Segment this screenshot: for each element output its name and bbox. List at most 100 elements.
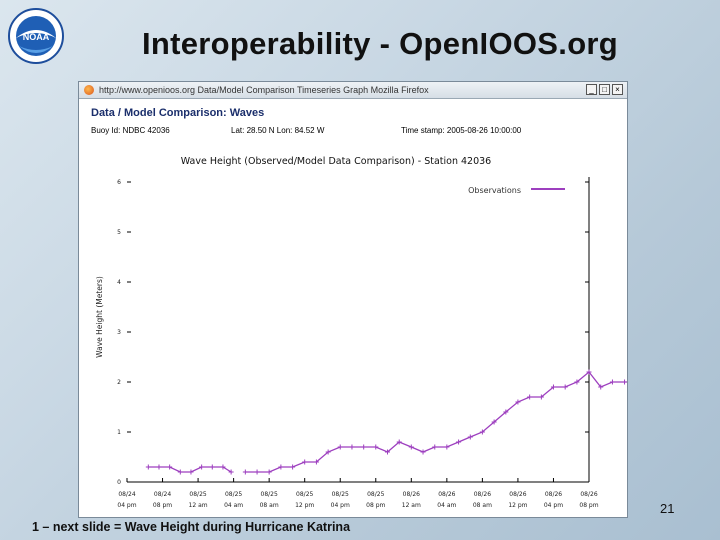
x-tick-label-time: 08 pm — [153, 502, 172, 509]
slide-number: 21 — [660, 501, 675, 516]
data-point-marker — [491, 419, 497, 425]
maximize-button[interactable]: □ — [599, 84, 610, 95]
data-point-marker — [432, 444, 438, 450]
data-point-marker — [622, 379, 627, 385]
wave-height-chart: Wave Height (Observed/Model Data Compari… — [95, 156, 627, 509]
x-tick-label-time: 04 pm — [117, 502, 136, 509]
x-tick-label-date: 08/24 — [118, 491, 135, 498]
x-tick-label-time: 08 am — [260, 502, 279, 509]
y-tick-label: 0 — [117, 479, 121, 486]
series-line-observations — [148, 466, 232, 473]
data-point-marker — [408, 444, 414, 450]
data-point-marker — [538, 394, 544, 400]
data-point-marker — [156, 464, 162, 470]
x-tick-label-date: 08/24 — [154, 491, 171, 498]
data-point-marker — [396, 439, 402, 445]
data-point-marker — [562, 384, 568, 390]
x-tick-label-time: 08 pm — [366, 502, 385, 509]
y-tick-label: 5 — [117, 229, 121, 236]
close-button[interactable]: × — [612, 84, 623, 95]
chart-axes — [127, 177, 590, 483]
data-point-marker — [574, 379, 580, 385]
data-point-marker — [228, 469, 234, 475]
x-tick-label-date: 08/25 — [225, 491, 242, 498]
x-tick-label-date: 08/25 — [296, 491, 313, 498]
x-tick-label-date: 08/25 — [332, 491, 349, 498]
firefox-icon — [84, 85, 94, 95]
data-point-marker — [145, 464, 151, 470]
data-point-marker — [199, 464, 205, 470]
x-tick-label-date: 08/25 — [189, 491, 206, 498]
data-point-marker — [550, 384, 556, 390]
browser-title-bar: http://www.openioos.org Data/Model Compa… — [79, 82, 627, 99]
x-tick-label-time: 04 am — [224, 502, 243, 509]
x-tick-label-time: 12 am — [402, 502, 421, 509]
data-point-marker — [177, 469, 183, 475]
data-point-marker — [384, 449, 390, 455]
browser-window: http://www.openioos.org Data/Model Compa… — [78, 81, 628, 518]
data-point-marker — [242, 469, 248, 475]
x-tick-label-time: 08 am — [473, 502, 492, 509]
data-point-marker — [515, 399, 521, 405]
y-tick-label: 6 — [117, 179, 121, 186]
data-point-marker — [325, 449, 331, 455]
data-point-marker — [209, 464, 215, 470]
chart-legend: Observations — [468, 186, 565, 195]
data-point-marker — [290, 464, 296, 470]
series-line-observations — [245, 371, 627, 473]
data-point-marker — [302, 459, 308, 465]
x-ticks: 08/24 04 pm 08/24 08 pm 08/25 12 am 08/25 04 am… — [117, 478, 599, 509]
data-point-marker — [188, 469, 194, 475]
lat-lon: Lat: 28.50 N Lon: 84.52 W — [231, 126, 325, 135]
y-ticks: 0 1 2 3 4 5 6 — [117, 179, 589, 486]
data-point-marker — [278, 464, 284, 470]
chart-title: Wave Height (Observed/Model Data Compari… — [181, 156, 491, 167]
noaa-logo-text: NOAA — [23, 32, 50, 42]
buoy-id: Buoy Id: NDBC 42036 — [91, 126, 170, 135]
x-tick-label-time: 04 pm — [331, 502, 350, 509]
x-tick-label-time: 04 am — [437, 502, 456, 509]
series-observations — [145, 369, 627, 475]
data-point-marker — [373, 444, 379, 450]
x-tick-label-date: 08/26 — [580, 491, 597, 498]
data-point-marker — [361, 444, 367, 450]
browser-title-text: http://www.openioos.org Data/Model Compa… — [99, 85, 429, 95]
x-tick-label-date: 08/25 — [367, 491, 384, 498]
legend-label-observations: Observations — [468, 186, 521, 195]
noaa-logo: NOAA — [8, 8, 64, 64]
x-tick-label-time: 12 pm — [508, 502, 527, 509]
x-tick-label-date: 08/26 — [474, 491, 491, 498]
data-point-marker — [503, 409, 509, 415]
data-point-marker — [479, 429, 485, 435]
data-point-marker — [527, 394, 533, 400]
slide-footnote: 1 – next slide = Wave Height during Hurr… — [32, 520, 351, 534]
x-tick-label-date: 08/26 — [509, 491, 526, 498]
slide-title: Interoperability - OpenIOOS.org — [141, 26, 619, 61]
data-point-marker — [220, 464, 226, 470]
page-heading: Data / Model Comparison: Waves — [91, 107, 265, 119]
data-point-marker — [313, 459, 319, 465]
data-point-marker — [337, 444, 343, 450]
data-point-marker — [456, 439, 462, 445]
data-point-marker — [467, 434, 473, 440]
data-point-marker — [444, 444, 450, 450]
x-tick-label-time: 12 pm — [295, 502, 314, 509]
data-point-marker — [586, 369, 592, 375]
data-point-marker — [254, 469, 260, 475]
x-tick-label-date: 08/26 — [438, 491, 455, 498]
x-tick-label-date: 08/26 — [545, 491, 562, 498]
data-point-marker — [598, 384, 604, 390]
x-tick-label-date: 08/26 — [403, 491, 420, 498]
data-point-marker — [609, 379, 615, 385]
x-tick-label-time: 04 pm — [544, 502, 563, 509]
data-point-marker — [266, 469, 272, 475]
data-point-marker — [349, 444, 355, 450]
x-tick-label-time: 12 am — [189, 502, 208, 509]
data-point-marker — [420, 449, 426, 455]
y-tick-label: 3 — [117, 329, 121, 336]
timestamp: Time stamp: 2005-08-26 10:00:00 — [401, 126, 522, 135]
data-point-marker — [167, 464, 173, 470]
y-tick-label: 4 — [117, 279, 121, 286]
x-tick-label-date: 08/25 — [261, 491, 278, 498]
minimize-button[interactable]: _ — [586, 84, 597, 95]
